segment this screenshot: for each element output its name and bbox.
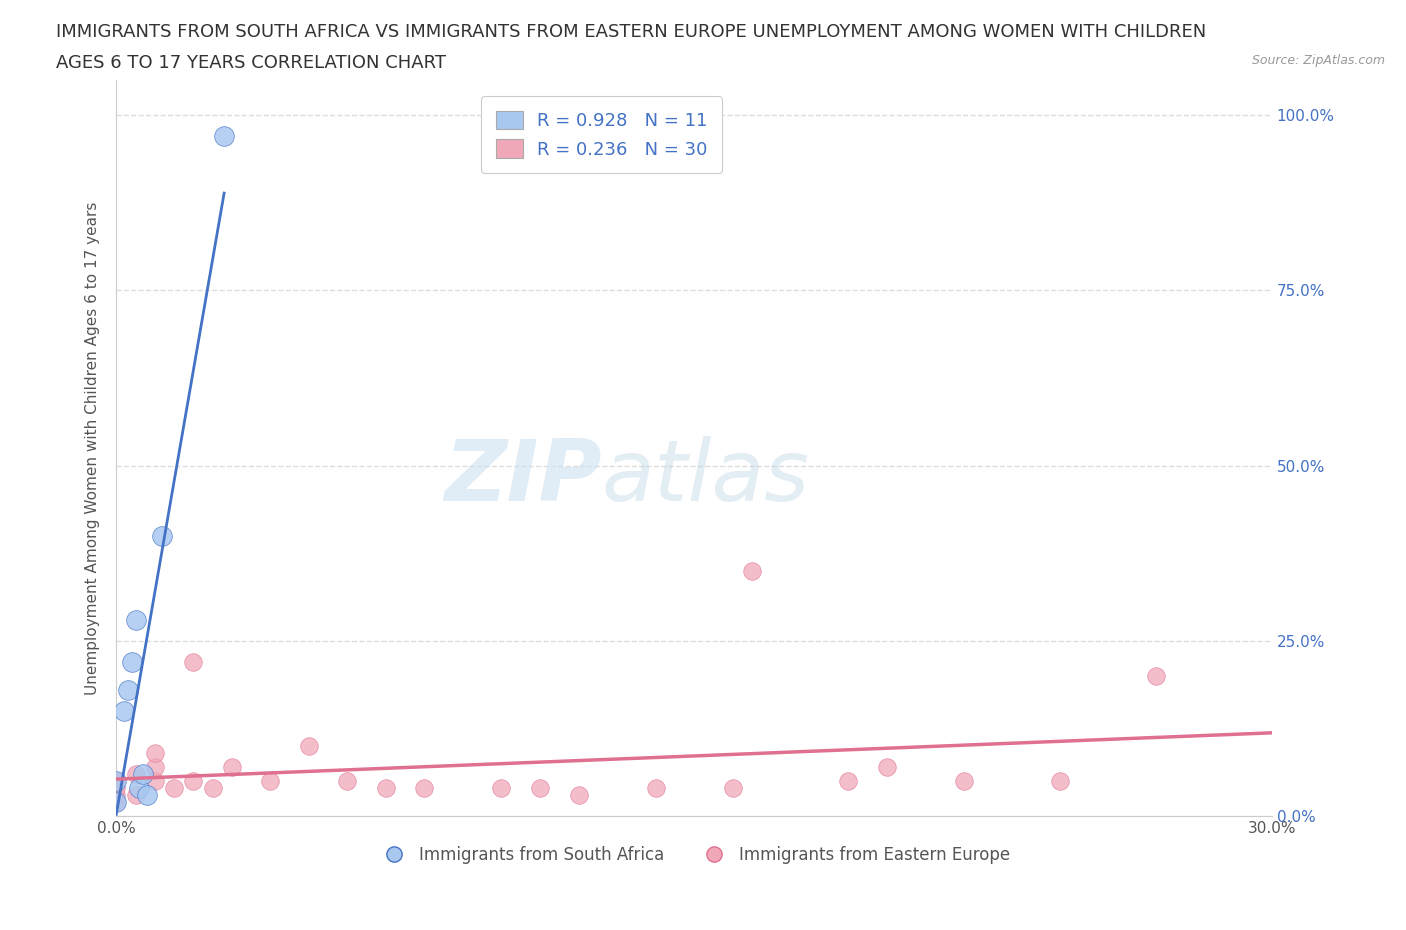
Point xyxy=(121,655,143,670)
Point xyxy=(212,128,235,143)
Point xyxy=(1144,669,1167,684)
Point xyxy=(163,780,186,795)
Point xyxy=(336,774,359,789)
Point xyxy=(413,780,436,795)
Text: atlas: atlas xyxy=(602,436,810,519)
Point xyxy=(105,774,128,789)
Point xyxy=(143,774,166,789)
Legend: Immigrants from South Africa, Immigrants from Eastern Europe: Immigrants from South Africa, Immigrants… xyxy=(371,839,1018,870)
Point xyxy=(181,655,204,670)
Point xyxy=(952,774,974,789)
Point xyxy=(105,794,128,809)
Point xyxy=(132,766,155,781)
Point xyxy=(112,703,135,718)
Point xyxy=(181,774,204,789)
Point xyxy=(105,780,128,795)
Point xyxy=(152,528,174,543)
Point xyxy=(298,738,321,753)
Point xyxy=(374,780,396,795)
Text: AGES 6 TO 17 YEARS CORRELATION CHART: AGES 6 TO 17 YEARS CORRELATION CHART xyxy=(56,54,446,72)
Point xyxy=(124,612,146,627)
Point xyxy=(741,564,763,578)
Text: Source: ZipAtlas.com: Source: ZipAtlas.com xyxy=(1251,54,1385,67)
Point xyxy=(721,780,744,795)
Text: IMMIGRANTS FROM SOUTH AFRICA VS IMMIGRANTS FROM EASTERN EUROPE UNEMPLOYMENT AMON: IMMIGRANTS FROM SOUTH AFRICA VS IMMIGRAN… xyxy=(56,23,1206,41)
Point xyxy=(128,780,150,795)
Point xyxy=(221,760,243,775)
Point xyxy=(491,780,513,795)
Point xyxy=(117,683,139,698)
Point xyxy=(143,760,166,775)
Point xyxy=(201,780,224,795)
Point xyxy=(529,780,551,795)
Text: ZIP: ZIP xyxy=(444,436,602,519)
Point xyxy=(259,774,281,789)
Point xyxy=(876,760,898,775)
Point xyxy=(105,774,128,789)
Point xyxy=(567,788,589,803)
Point xyxy=(1049,774,1071,789)
Point xyxy=(105,794,128,809)
Point xyxy=(136,788,159,803)
Point xyxy=(105,788,128,803)
Point xyxy=(837,774,859,789)
Point xyxy=(644,780,666,795)
Point xyxy=(124,766,146,781)
Point xyxy=(143,746,166,761)
Y-axis label: Unemployment Among Women with Children Ages 6 to 17 years: Unemployment Among Women with Children A… xyxy=(86,201,100,695)
Point xyxy=(124,788,146,803)
